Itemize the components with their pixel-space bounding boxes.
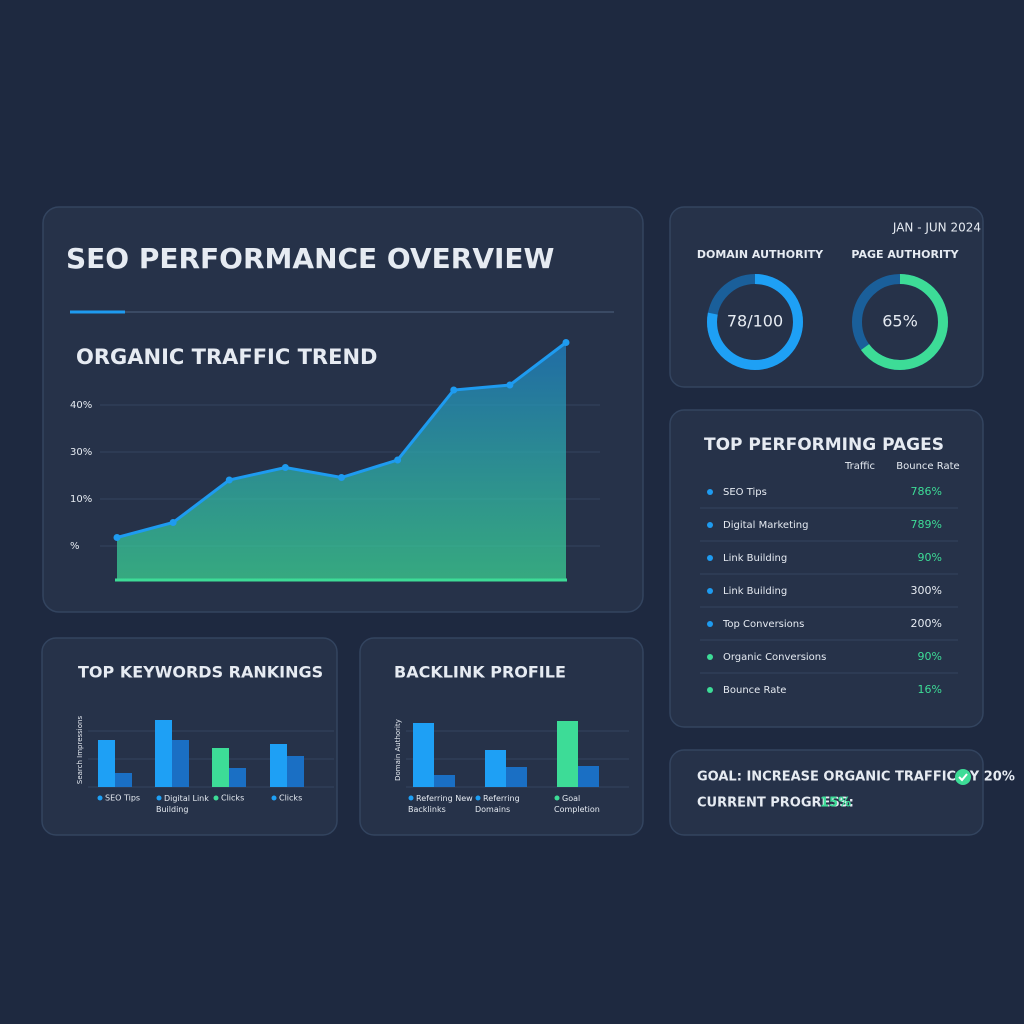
row-dot — [707, 588, 713, 594]
point — [506, 381, 514, 389]
legend-dot — [156, 795, 162, 801]
row-dot — [707, 522, 713, 528]
gauge-arc — [852, 274, 948, 370]
page-value: 789% — [911, 518, 942, 531]
goal-panel — [669, 749, 984, 836]
gauge-value: 78/100 — [727, 312, 783, 331]
pages-panel — [669, 409, 984, 728]
page-name: Bounce Rate — [723, 685, 786, 696]
legend-label: SEO Tips — [105, 794, 140, 803]
goal-text: GOAL: INCREASE ORGANIC TRAFFIC BY 20% — [697, 770, 1015, 785]
row-dot — [707, 687, 713, 693]
point — [281, 464, 289, 471]
page-name: Organic Conversions — [723, 652, 826, 663]
area — [117, 342, 566, 580]
row-dot — [707, 489, 713, 495]
panel-title: TOP KEYWORDS RANKINGS — [78, 663, 323, 682]
gauge-label: PAGE AUTHORITY — [851, 248, 959, 261]
legend-label: Goal Completion — [554, 794, 600, 814]
bar — [98, 740, 115, 787]
point — [169, 519, 177, 526]
authority-panel — [669, 206, 984, 388]
bar — [287, 756, 304, 787]
legend-dot — [97, 795, 103, 801]
y-tick-label: 30% — [70, 447, 92, 458]
y-axis-label: Search Impressions — [76, 716, 84, 785]
column-header: Traffic — [844, 461, 875, 472]
bar — [506, 767, 527, 787]
gauge-arc — [707, 274, 803, 370]
page-value: 786% — [911, 485, 942, 498]
gauge-value: 65% — [882, 312, 918, 331]
column-header: Bounce Rate — [896, 461, 959, 472]
legend-label: Clicks — [279, 794, 302, 803]
page-value: 200% — [911, 617, 942, 630]
page-name: Link Building — [723, 586, 787, 597]
bar — [172, 740, 189, 787]
point — [113, 534, 121, 541]
page-name: Link Building — [723, 553, 787, 564]
page-name: Digital Marketing — [723, 520, 808, 531]
legend-label: Digital Link Building — [156, 794, 209, 814]
bar — [229, 768, 246, 787]
page-name: Top Conversions — [722, 619, 804, 630]
check-icon — [955, 769, 971, 785]
progress-label: CURRENT PROGRESS: — [697, 796, 854, 811]
legend-dot — [475, 795, 481, 801]
row-dot — [707, 654, 713, 660]
point — [394, 456, 402, 464]
bar — [557, 721, 578, 787]
chart-title: ORGANIC TRAFFIC TREND — [76, 345, 377, 369]
gauge-label: DOMAIN AUTHORITY — [697, 248, 824, 261]
date-range: JAN - JUN 2024 — [892, 221, 981, 235]
page-value: 16% — [918, 683, 942, 696]
page-value: 90% — [918, 551, 942, 564]
legend-label: Clicks — [221, 794, 244, 803]
legend-label: Referring Domains — [475, 794, 520, 814]
legend-dot — [213, 795, 219, 801]
y-axis-label: Domain Authority — [394, 719, 402, 781]
panel-title: TOP PERFORMING PAGES — [704, 435, 944, 455]
bar — [434, 775, 455, 787]
progress-value: 15% — [820, 796, 851, 811]
y-tick-label: 40% — [70, 400, 92, 411]
page-name: SEO Tips — [723, 487, 767, 498]
bar — [155, 720, 172, 787]
bar — [485, 750, 506, 787]
y-tick-label: 10% — [70, 494, 92, 505]
row-dot — [707, 555, 713, 561]
point — [338, 474, 345, 481]
point — [562, 339, 570, 346]
bar — [413, 723, 434, 787]
legend-dot — [408, 795, 414, 801]
row-dot — [707, 621, 713, 627]
point — [225, 476, 233, 484]
point — [450, 386, 458, 394]
bar — [115, 773, 132, 787]
page-value: 90% — [918, 650, 942, 663]
legend-dot — [271, 795, 277, 801]
legend-label: Referring New Backlinks — [408, 794, 473, 814]
page-value: 300% — [911, 584, 942, 597]
legend-dot — [554, 795, 560, 801]
check-mark — [958, 773, 968, 782]
panel-title: BACKLINK PROFILE — [394, 663, 566, 682]
dashboard-title: SEO PERFORMANCE OVERVIEW — [66, 242, 555, 275]
bar — [578, 766, 599, 787]
bar — [212, 748, 229, 787]
y-tick-label: % — [70, 541, 80, 552]
bar — [270, 744, 287, 787]
